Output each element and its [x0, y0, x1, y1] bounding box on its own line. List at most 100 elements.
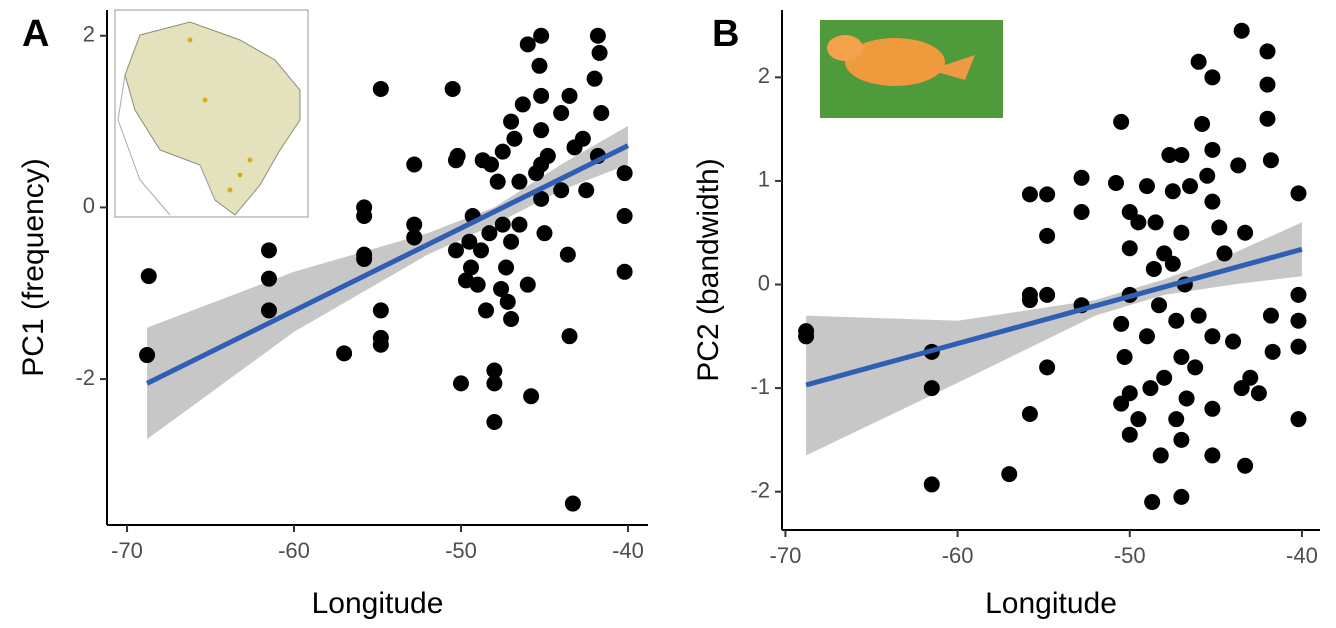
point: [1230, 157, 1247, 174]
point: [591, 44, 608, 61]
point: [1039, 359, 1056, 376]
point: [1152, 447, 1169, 464]
point: [457, 272, 474, 289]
point: [1204, 193, 1221, 210]
y-axis-title: PC2 (bandwidth): [692, 158, 725, 381]
point: [586, 70, 603, 87]
point: [1113, 315, 1130, 332]
point: [139, 347, 156, 364]
point: [1156, 369, 1173, 386]
point: [1264, 343, 1281, 360]
point: [1138, 178, 1155, 195]
point: [483, 156, 500, 173]
point: [452, 375, 469, 392]
point: [536, 225, 553, 242]
point: [1147, 214, 1164, 231]
point: [1290, 185, 1307, 202]
point: [1144, 494, 1161, 511]
y-tick-label: 0: [758, 270, 770, 295]
point: [1178, 390, 1195, 407]
point: [494, 143, 511, 160]
point: [444, 80, 461, 97]
x-tick-label: -50: [445, 538, 477, 563]
point: [372, 336, 389, 353]
x-tick-label: -60: [278, 538, 310, 563]
point: [406, 156, 423, 173]
point: [478, 302, 495, 319]
point: [1173, 349, 1190, 366]
point: [1168, 312, 1185, 329]
point: [1242, 369, 1259, 386]
point: [539, 147, 556, 164]
point: [1173, 488, 1190, 505]
x-tick-label: -40: [612, 538, 644, 563]
panel-label: B: [712, 13, 739, 55]
x-tick-label: -70: [111, 538, 143, 563]
point: [589, 27, 606, 44]
point: [1194, 115, 1211, 132]
point: [1039, 227, 1056, 244]
point: [1164, 255, 1181, 272]
point: [1290, 338, 1307, 355]
point: [1262, 152, 1279, 169]
point: [1161, 147, 1178, 164]
point: [1001, 466, 1018, 483]
point: [1204, 447, 1221, 464]
point: [1204, 328, 1221, 345]
point: [514, 96, 531, 113]
y-tick-label: 2: [758, 63, 770, 88]
y-tick-label: -2: [750, 477, 770, 502]
point: [499, 293, 516, 310]
x-tick-label: -60: [942, 543, 974, 568]
point: [1021, 186, 1038, 203]
point: [1259, 43, 1276, 60]
point: [564, 495, 581, 512]
point: [481, 225, 498, 242]
point: [503, 233, 520, 250]
point: [1204, 141, 1221, 158]
x-tick-label: -50: [1114, 543, 1146, 568]
point: [486, 362, 503, 379]
point: [1187, 359, 1204, 376]
frog-photo: [820, 20, 1003, 118]
point: [461, 233, 478, 250]
point: [1121, 385, 1138, 402]
point: [260, 270, 277, 287]
point: [1290, 286, 1307, 303]
point: [523, 388, 540, 405]
point: [1259, 76, 1276, 93]
point: [372, 302, 389, 319]
point: [561, 328, 578, 345]
point: [533, 122, 550, 139]
point: [574, 130, 591, 147]
point: [519, 36, 536, 53]
point: [493, 280, 510, 297]
point: [553, 182, 570, 199]
point: [1216, 245, 1233, 262]
point: [1138, 328, 1155, 345]
point: [506, 130, 523, 147]
point: [140, 268, 157, 285]
point: [1225, 333, 1242, 350]
point: [1173, 147, 1190, 164]
point: [616, 165, 633, 182]
point: [1021, 292, 1038, 309]
point: [1107, 174, 1124, 191]
point: [356, 250, 373, 267]
point: [1073, 203, 1090, 220]
point: [336, 345, 353, 362]
point: [533, 87, 550, 104]
point: [1142, 380, 1159, 397]
point: [533, 27, 550, 44]
point: [498, 259, 515, 276]
point: [406, 216, 423, 233]
point: [616, 208, 633, 224]
point: [1039, 286, 1056, 303]
y-tick-label: -2: [75, 365, 95, 390]
point: [1204, 69, 1221, 86]
point: [1130, 411, 1147, 428]
point: [1173, 431, 1190, 448]
map-inset: [114, 9, 309, 218]
point: [503, 311, 520, 327]
